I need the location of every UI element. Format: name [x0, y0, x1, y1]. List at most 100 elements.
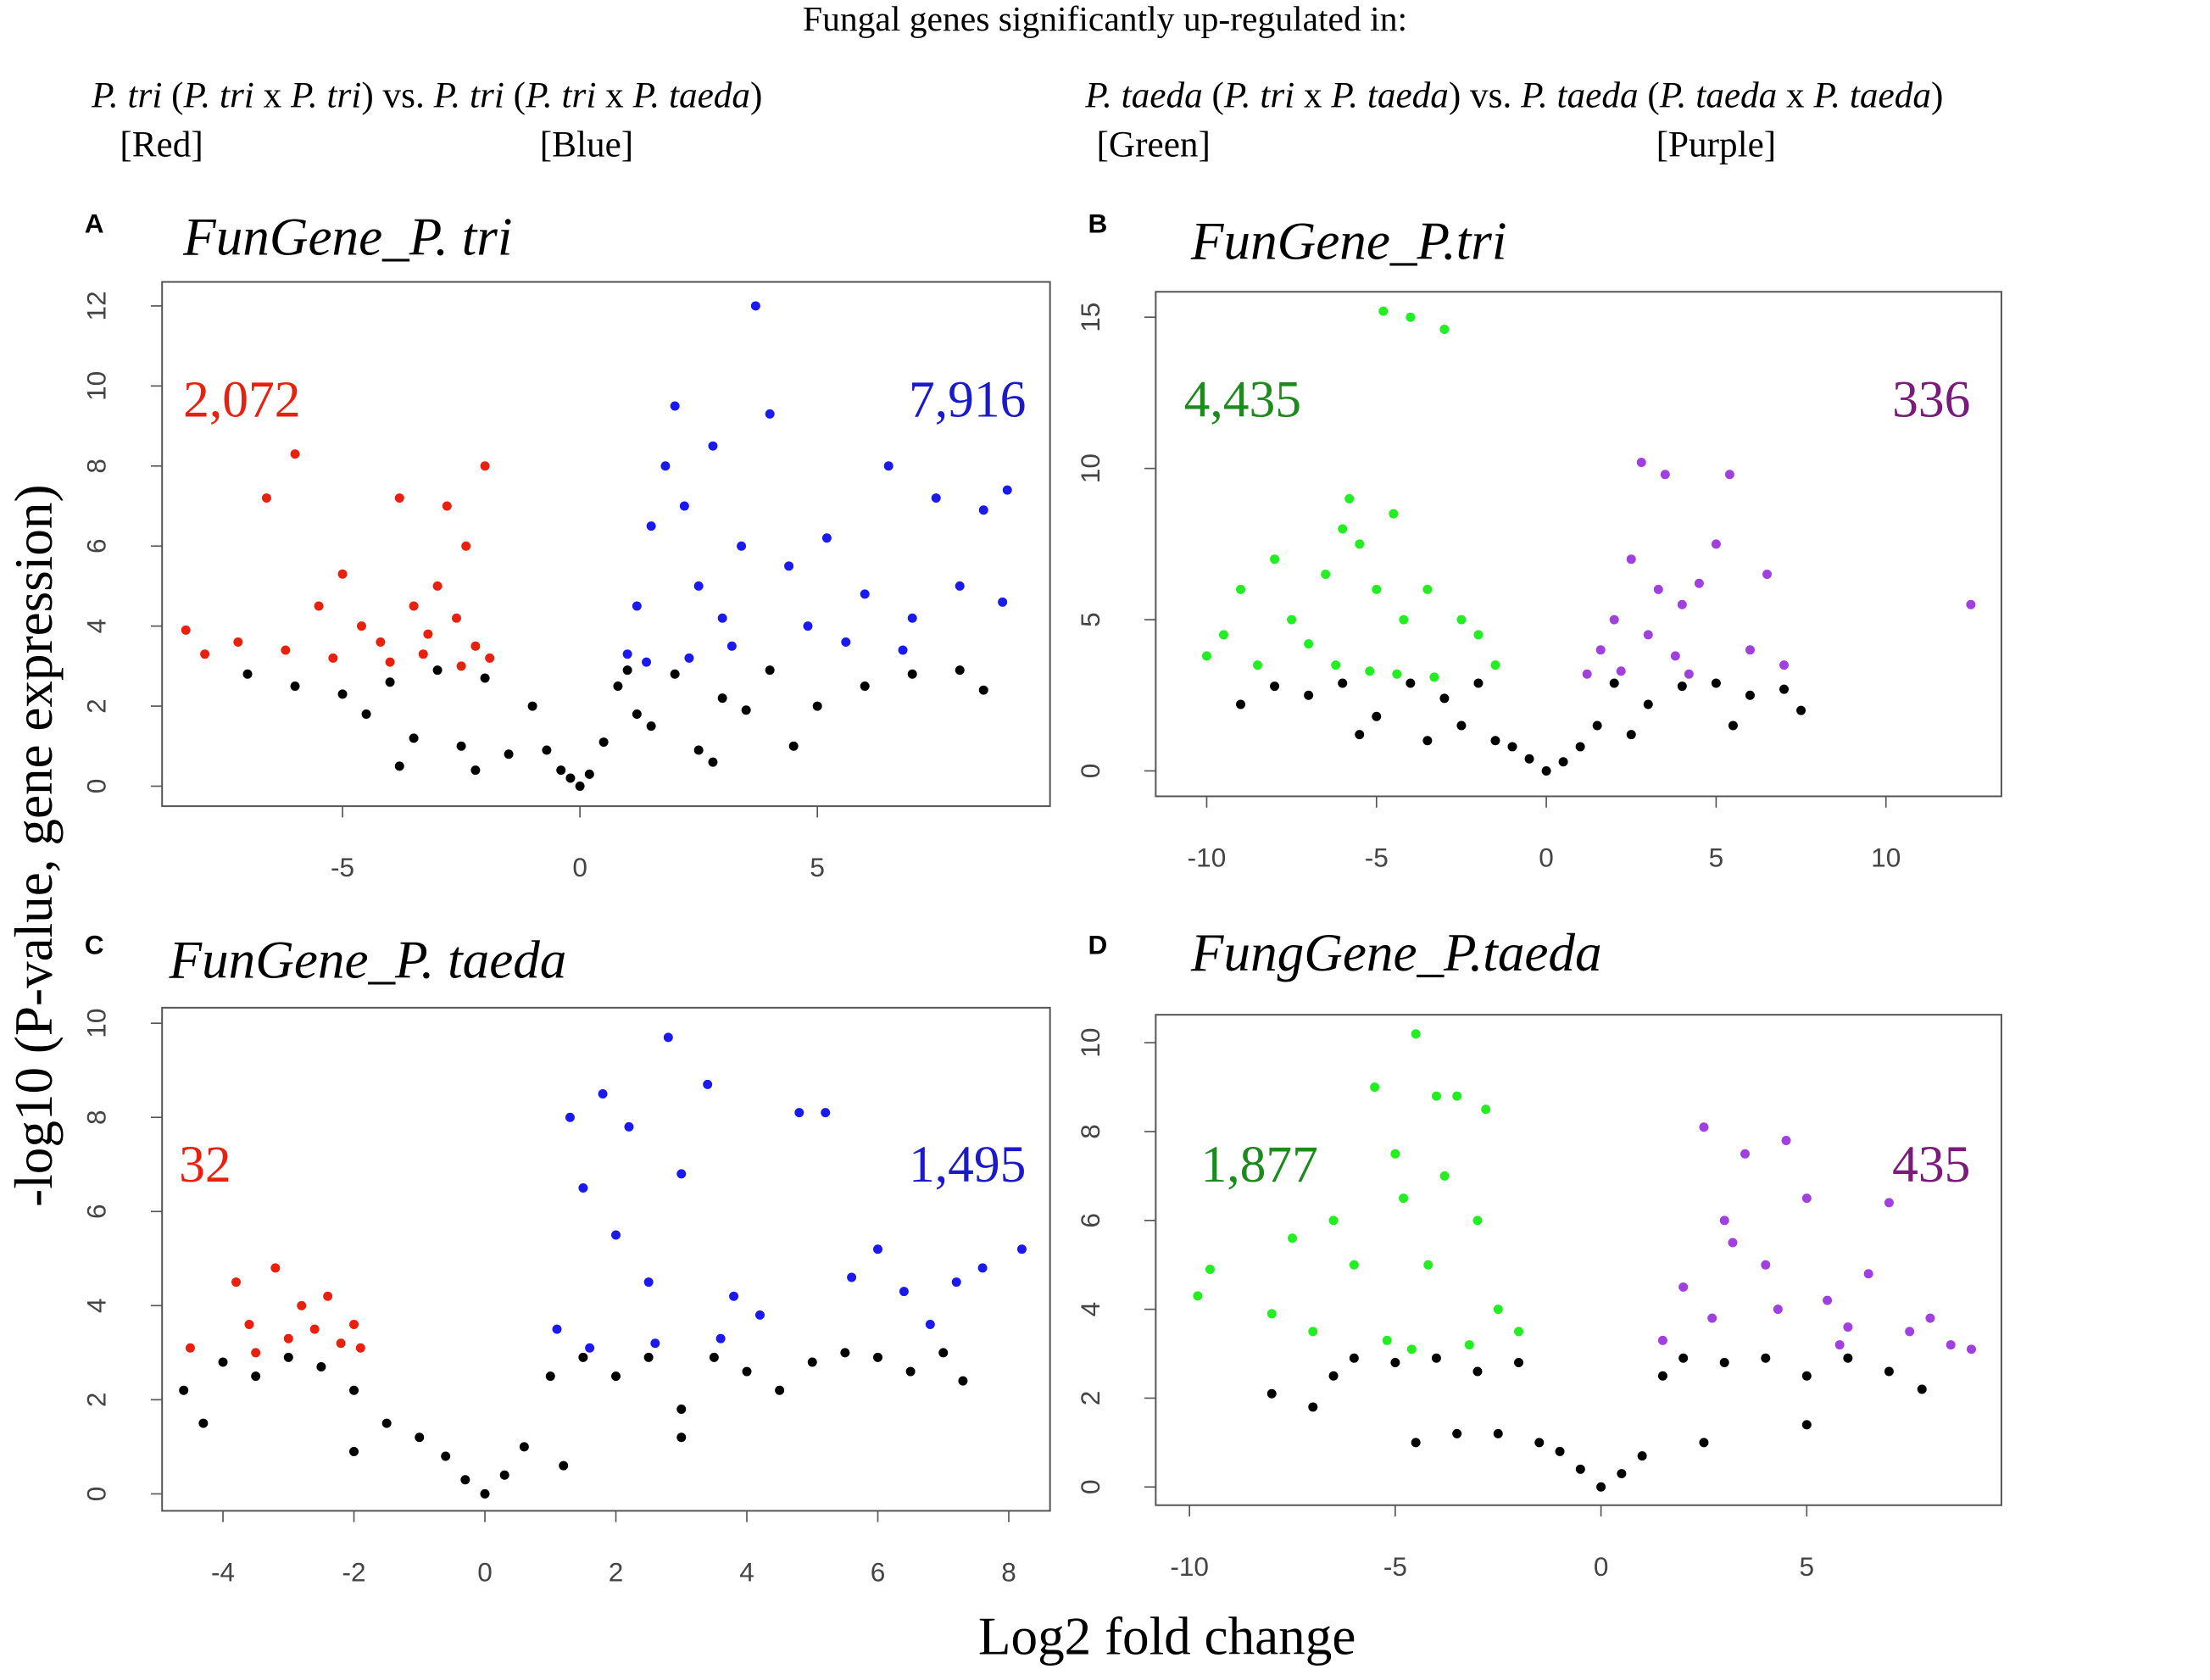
text-segment: P. tri: [1223, 75, 1294, 115]
panel-title: FunGene_P. taeda: [169, 930, 567, 989]
data-point: [418, 649, 428, 659]
data-point: [1678, 1282, 1689, 1292]
data-point: [1338, 524, 1348, 534]
x-tick-label: 6: [871, 1557, 886, 1588]
data-point: [646, 721, 656, 732]
data-point: [741, 705, 751, 715]
data-point: [1761, 1260, 1771, 1270]
data-point: [1636, 458, 1646, 467]
data-point: [1745, 645, 1755, 655]
data-point: [337, 569, 348, 579]
data-point: [575, 782, 585, 791]
plot-frame: [1155, 291, 2002, 798]
data-point: [1637, 1451, 1647, 1461]
panel-letter: B: [1088, 208, 1108, 238]
data-point: [1411, 1029, 1421, 1039]
data-point: [622, 665, 632, 676]
data-point: [1287, 615, 1297, 625]
text-segment: ) vs.: [361, 75, 433, 115]
data-point: [958, 1376, 968, 1386]
data-point: [812, 701, 822, 711]
data-point: [1626, 554, 1636, 565]
data-point: [1490, 736, 1500, 746]
data-point: [1473, 678, 1484, 688]
y-tick-label: 10: [1075, 1028, 1105, 1058]
text-segment: P. tri: [525, 75, 596, 115]
data-point: [1884, 1198, 1894, 1208]
data-point: [1699, 1438, 1709, 1448]
data-point: [642, 657, 652, 667]
data-point: [181, 625, 191, 635]
data-point: [323, 1291, 333, 1301]
data-point: [519, 1442, 529, 1452]
data-point: [1684, 669, 1694, 679]
x-tick-label: -2: [342, 1557, 365, 1588]
data-point: [1884, 1366, 1894, 1377]
data-point: [470, 641, 481, 651]
data-point: [480, 673, 490, 683]
data-point: [676, 1404, 687, 1414]
y-tick-label: 8: [81, 1110, 112, 1125]
text-segment: ): [1931, 75, 1943, 115]
y-tick-label: 2: [81, 1393, 112, 1408]
plot-frame: [161, 1006, 1051, 1512]
y-tick-label: 10: [81, 371, 112, 401]
data-point: [1390, 1149, 1400, 1159]
right-comparison: P. taeda (P. tri x P. taeda) vs. P. taed…: [1084, 75, 1943, 115]
data-point: [703, 1079, 713, 1089]
data-point: [1724, 470, 1734, 480]
data-point: [632, 601, 642, 611]
data-point: [432, 581, 443, 591]
data-point: [309, 1324, 320, 1334]
data-point: [693, 745, 704, 755]
data-point: [1429, 672, 1439, 682]
count-annotation: 4,435: [1184, 370, 1301, 428]
data-point: [676, 1169, 687, 1179]
data-point: [441, 1451, 451, 1461]
data-point: [898, 645, 908, 655]
data-point: [1193, 1291, 1203, 1301]
data-point: [650, 1338, 660, 1349]
text-segment: P. taeda: [1084, 75, 1202, 115]
data-point: [1596, 1482, 1606, 1492]
data-point: [1365, 666, 1375, 676]
x-tick-label: -5: [331, 852, 354, 882]
data-point: [460, 1475, 470, 1485]
data-point: [1834, 1340, 1845, 1350]
data-point: [1406, 312, 1416, 322]
data-point: [1452, 1091, 1462, 1101]
x-tick-label: 5: [1709, 843, 1724, 873]
data-point: [1349, 1353, 1359, 1363]
data-point: [1823, 1295, 1833, 1305]
data-point: [314, 601, 324, 611]
data-point: [456, 741, 466, 751]
data-point: [1338, 678, 1348, 688]
text-segment: P. taeda: [1812, 75, 1930, 115]
data-point: [1399, 1193, 1409, 1204]
y-tick-label: 6: [81, 1204, 112, 1219]
y-tick-label: 8: [1075, 1124, 1105, 1139]
x-tick-label: 8: [1001, 1557, 1016, 1588]
data-point: [381, 1418, 392, 1428]
text-segment: (: [1203, 75, 1224, 115]
text-segment: ) vs.: [1449, 75, 1521, 115]
data-point: [270, 1263, 281, 1273]
data-point: [394, 761, 404, 771]
data-point: [1558, 757, 1568, 767]
data-point: [807, 1357, 817, 1367]
data-point: [376, 637, 386, 648]
data-point: [355, 1343, 365, 1353]
data-point: [1304, 690, 1314, 700]
data-point: [1390, 1358, 1400, 1368]
data-point: [938, 1348, 949, 1358]
color-label: [Red]: [120, 125, 203, 165]
data-point: [907, 669, 917, 679]
data-point: [784, 561, 794, 571]
data-point: [409, 733, 419, 743]
data-point: [905, 1366, 916, 1377]
y-tick-label: 0: [1075, 1479, 1105, 1494]
data-point: [231, 1277, 241, 1288]
y-tick-label: 2: [1075, 1391, 1105, 1406]
data-point: [349, 1320, 359, 1330]
